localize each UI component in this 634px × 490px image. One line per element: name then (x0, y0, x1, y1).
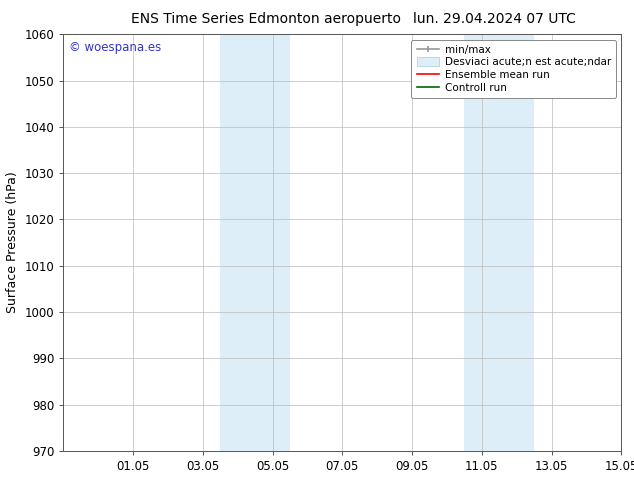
Bar (221, 34, 290, 451)
Legend: min/max, Desviaci acute;n est acute;ndar, Ensemble mean run, Controll run: min/max, Desviaci acute;n est acute;ndar… (411, 40, 616, 98)
Text: © woespana.es: © woespana.es (69, 41, 161, 53)
Text: lun. 29.04.2024 07 UTC: lun. 29.04.2024 07 UTC (413, 12, 576, 26)
Text: ENS Time Series Edmonton aeropuerto: ENS Time Series Edmonton aeropuerto (131, 12, 401, 26)
Y-axis label: Surface Pressure (hPa): Surface Pressure (hPa) (6, 172, 19, 314)
Bar (464, 34, 534, 451)
